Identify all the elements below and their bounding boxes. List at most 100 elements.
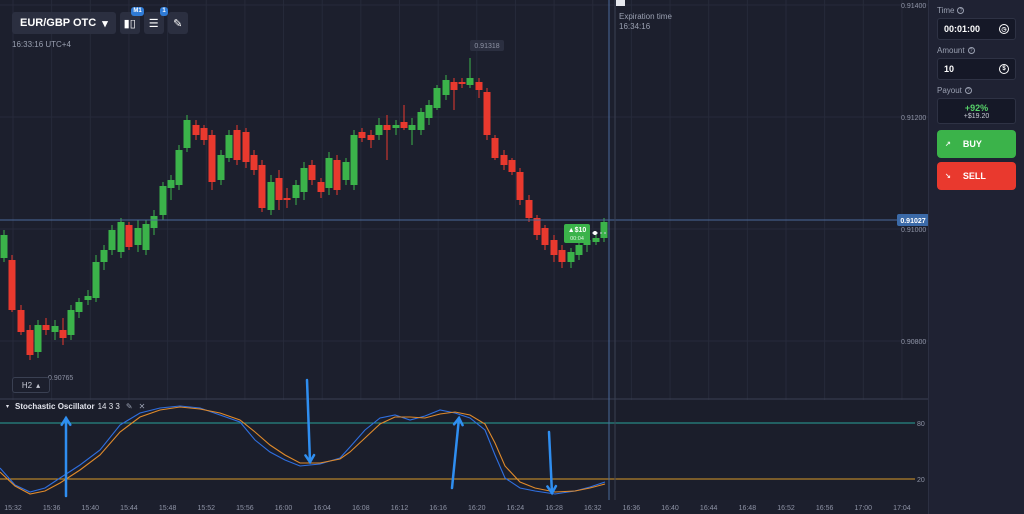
amount-label-row: Amount ? xyxy=(937,46,1016,55)
expiration-time: 16:34:16 xyxy=(619,22,651,31)
help-icon[interactable]: ? xyxy=(957,7,965,14)
candle-body xyxy=(192,125,200,135)
level-20-label: 20 xyxy=(917,477,925,484)
buy-label: BUY xyxy=(962,139,982,149)
candle-body xyxy=(17,310,25,332)
candle-body xyxy=(233,130,241,160)
stochastic-d-line xyxy=(0,406,606,495)
help-icon[interactable]: ? xyxy=(964,87,972,94)
close-icon[interactable]: ✕ xyxy=(138,402,146,411)
trade-timer: 00:04 xyxy=(570,236,584,242)
candle-body xyxy=(575,245,583,255)
candle-body xyxy=(408,125,416,130)
candle-body xyxy=(558,250,566,262)
candle-body xyxy=(417,112,425,130)
expiration-label: Expiration time 16:34:16 xyxy=(619,12,672,32)
payout-amount: +$19.20 xyxy=(963,112,990,120)
time-axis-label: 15:44 xyxy=(120,505,138,512)
candle-body xyxy=(0,235,8,258)
candle-body xyxy=(367,135,375,140)
timeframe-badge: M1 xyxy=(131,7,144,16)
candle-body xyxy=(250,155,258,170)
candle-body xyxy=(533,218,541,235)
candle-body xyxy=(283,198,291,200)
indicators-button[interactable]: ☰ 1 xyxy=(143,7,168,34)
annotation-arrow-down-head xyxy=(304,453,316,465)
amount-input[interactable]: 10 $ xyxy=(937,58,1016,80)
caret-down-icon: ▾ xyxy=(102,17,108,30)
asset-selector[interactable]: EUR/GBP OTC ▾ xyxy=(12,12,116,34)
server-clock: 16:33:16 UTC+4 xyxy=(12,40,71,49)
candle-body xyxy=(325,158,333,188)
candle-body xyxy=(292,185,300,198)
time-label: Time xyxy=(937,6,955,15)
candle-body xyxy=(300,168,308,192)
trade-entry-dot xyxy=(593,231,597,235)
chart-toolbar: EUR/GBP OTC ▾ ▮▯ M1 ☰ 1 ✎ xyxy=(12,7,188,34)
candle-body xyxy=(51,326,59,332)
sell-button[interactable]: ↘ SELL xyxy=(937,162,1016,190)
time-axis-label: 15:56 xyxy=(236,505,254,512)
candle-body xyxy=(183,120,191,148)
price-axis-label: 0.91000 xyxy=(901,227,926,234)
candle-body xyxy=(42,325,50,330)
price-chart[interactable]: 15:32 15:36 15:40 15:44 15:48 15:52 15:56 16:00… xyxy=(0,0,929,514)
candle-body xyxy=(433,88,441,108)
collapse-caret-icon[interactable]: ▾ xyxy=(6,404,10,410)
annotation-arrow-up-head xyxy=(452,415,464,427)
time-axis-label: 16:32 xyxy=(584,505,602,512)
indicator-legend: ▾ Stochastic Oscillator 14 3 3 ✎ ✕ xyxy=(6,402,145,411)
dollar-icon[interactable]: $ xyxy=(999,64,1009,74)
buy-button[interactable]: ↗ BUY xyxy=(937,130,1016,158)
time-axis-label: 15:36 xyxy=(43,505,61,512)
trade-panel: Time ? 00:01:00 ◷ Amount ? 10 $ Payout ?… xyxy=(928,0,1024,514)
drawing-tools-button[interactable]: ✎ xyxy=(167,12,188,34)
clock-icon[interactable]: ◷ xyxy=(999,24,1009,34)
candle-body xyxy=(208,135,216,182)
candle-body xyxy=(442,80,450,95)
timeframe-button[interactable]: H2 ▴ xyxy=(12,377,50,393)
candle-body xyxy=(317,182,325,192)
candle-body xyxy=(508,160,516,172)
level-80-label: 80 xyxy=(917,421,925,428)
timeframe-label: H2 xyxy=(21,380,33,390)
candle-body xyxy=(34,325,42,352)
time-input[interactable]: 00:01:00 ◷ xyxy=(937,18,1016,40)
time-axis-label: 15:48 xyxy=(159,505,177,512)
chart-area[interactable]: 15:32 15:36 15:40 15:44 15:48 15:52 15:56 16:00… xyxy=(0,0,929,514)
time-axis-label: 16:16 xyxy=(429,505,447,512)
current-price-tag xyxy=(897,214,929,226)
time-label-row: Time ? xyxy=(937,6,1016,15)
candle-body xyxy=(8,260,16,310)
arrow-up-right-icon: ↗ xyxy=(945,141,951,148)
annotation-arrow-down-head xyxy=(546,484,558,496)
time-axis-label: 16:24 xyxy=(507,505,525,512)
edit-pencil-icon[interactable]: ✎ xyxy=(125,402,133,411)
candle-body xyxy=(67,310,75,335)
time-axis-label: 16:48 xyxy=(739,505,757,512)
help-icon[interactable]: ? xyxy=(967,47,975,54)
candle-body xyxy=(525,200,533,218)
amount-value: 10 xyxy=(944,64,955,74)
indicator-pane xyxy=(0,400,928,500)
sliders-icon: ☰ xyxy=(148,17,159,30)
time-axis-label: 17:00 xyxy=(855,505,873,512)
time-axis-label: 17:04 xyxy=(893,505,911,512)
time-value: 00:01:00 xyxy=(944,24,981,34)
candle-body xyxy=(217,155,225,180)
candle-body xyxy=(550,240,558,255)
candle-body xyxy=(125,225,133,247)
candle-body xyxy=(200,128,208,140)
candle-body xyxy=(450,82,458,90)
time-axis-label: 15:52 xyxy=(197,505,215,512)
candles-icon: ▮▯ xyxy=(123,17,136,30)
candle-body xyxy=(400,122,408,128)
amount-label: Amount xyxy=(937,46,965,55)
time-axis-label: 16:08 xyxy=(352,505,370,512)
time-axis-label: 16:00 xyxy=(275,505,293,512)
sell-label: SELL xyxy=(962,171,986,181)
candle-body xyxy=(592,238,600,242)
candle-body xyxy=(342,162,350,180)
current-price-value: 0.91027 xyxy=(900,218,925,225)
chart-type-button[interactable]: ▮▯ M1 xyxy=(119,7,144,34)
